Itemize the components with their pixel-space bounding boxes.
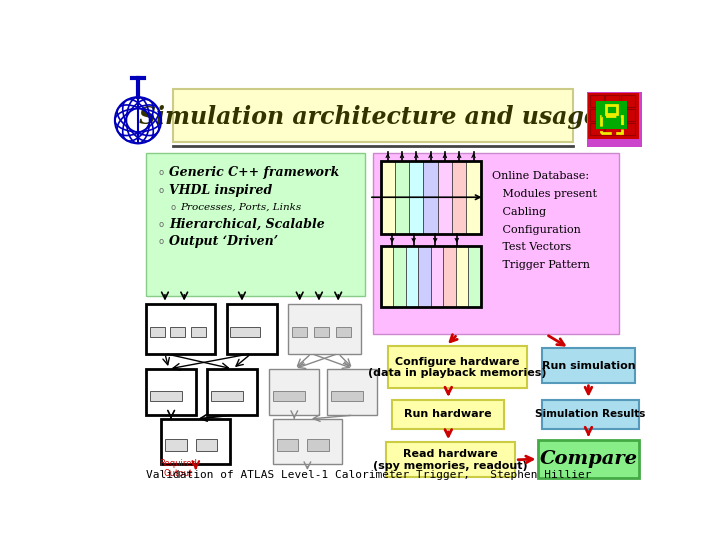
Bar (443, 246, 456, 307)
Text: Hierarchical, Scalable: Hierarchical, Scalable (168, 218, 325, 231)
Text: Run hardware: Run hardware (405, 409, 492, 420)
Text: Trigger Pattern: Trigger Pattern (492, 260, 590, 270)
Bar (452, 161, 467, 234)
Text: Configure hardware
(data in playback memories): Configure hardware (data in playback mem… (369, 356, 546, 378)
Bar (587, 92, 642, 147)
Bar (230, 327, 260, 338)
Bar (388, 346, 527, 388)
Text: o: o (158, 168, 163, 177)
Bar (542, 400, 639, 429)
Bar (590, 123, 604, 135)
Bar (336, 327, 351, 338)
Bar (392, 400, 504, 429)
Bar (276, 439, 298, 451)
Bar (381, 161, 395, 234)
Bar (606, 123, 619, 135)
Bar (211, 390, 243, 401)
Text: Cabling: Cabling (492, 207, 546, 217)
Text: Test Vectors: Test Vectors (492, 242, 572, 252)
Bar (381, 246, 481, 307)
Text: Run simulation: Run simulation (541, 361, 635, 371)
Text: Online Database:: Online Database: (492, 172, 590, 181)
Text: o: o (158, 238, 163, 246)
Bar (590, 95, 604, 107)
Text: Processes, Ports, Links: Processes, Ports, Links (180, 202, 302, 212)
Bar (381, 161, 481, 234)
Bar (196, 439, 217, 451)
Bar (456, 246, 468, 307)
Bar (621, 109, 634, 121)
Text: o: o (158, 186, 163, 195)
Bar (596, 101, 627, 129)
Text: VHDL inspired: VHDL inspired (168, 184, 272, 197)
Text: Output ‘Driven’: Output ‘Driven’ (168, 235, 278, 248)
Bar (393, 246, 405, 307)
Bar (173, 90, 573, 142)
Bar (431, 246, 443, 307)
Bar (409, 161, 423, 234)
Text: Simulation Results: Simulation Results (535, 409, 645, 420)
Bar (621, 95, 634, 107)
Text: Read hardware
(spy memories, readout): Read hardware (spy memories, readout) (373, 449, 528, 470)
Text: o: o (170, 202, 175, 212)
Bar (170, 327, 186, 338)
Bar (145, 369, 196, 415)
Bar (373, 153, 619, 334)
Bar (381, 246, 393, 307)
Bar (539, 440, 639, 478)
Bar (307, 439, 329, 451)
Bar (418, 246, 431, 307)
Text: Compare: Compare (539, 450, 637, 468)
Bar (423, 161, 438, 234)
Bar (273, 419, 342, 464)
Bar (165, 439, 186, 451)
Bar (314, 327, 329, 338)
Bar (292, 327, 307, 338)
Bar (621, 123, 634, 135)
Bar (542, 348, 634, 383)
Bar (606, 109, 619, 121)
Bar (330, 390, 363, 401)
Bar (405, 246, 418, 307)
Text: Modules present: Modules present (492, 189, 597, 199)
Text: Generic C++ framework: Generic C++ framework (168, 166, 339, 179)
Bar (438, 161, 452, 234)
Bar (327, 369, 377, 415)
Text: o: o (158, 220, 163, 229)
Bar (269, 369, 319, 415)
Bar (590, 109, 604, 121)
Bar (227, 303, 276, 354)
Bar (145, 153, 365, 296)
Bar (273, 390, 305, 401)
Bar (467, 161, 481, 234)
Bar (606, 95, 619, 107)
Bar (191, 327, 206, 338)
Bar (600, 116, 622, 132)
Text: Validation of ATLAS Level-1 Calorimeter Trigger,   Stephen Hillier: Validation of ATLAS Level-1 Calorimeter … (146, 470, 592, 480)
Text: Configuration: Configuration (492, 225, 581, 234)
Text: Simulation architecture and usage: Simulation architecture and usage (139, 105, 599, 129)
Bar (606, 105, 617, 114)
Bar (150, 390, 182, 401)
Bar (161, 419, 230, 464)
Bar (288, 303, 361, 354)
Bar (468, 246, 481, 307)
Bar (150, 327, 165, 338)
Bar (386, 442, 516, 477)
Text: Required
Output: Required Output (159, 458, 197, 478)
Bar (588, 93, 639, 139)
Bar (395, 161, 409, 234)
Bar (207, 369, 257, 415)
Bar (145, 303, 215, 354)
